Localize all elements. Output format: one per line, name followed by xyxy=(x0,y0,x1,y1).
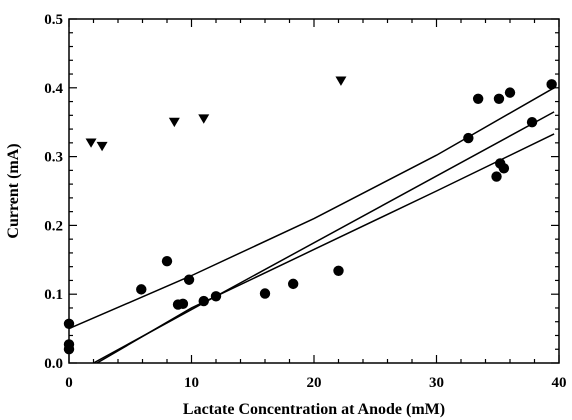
circle-marker xyxy=(546,79,557,90)
y-tick-label: 0.2 xyxy=(44,218,63,234)
x-axis-tick-labels: 0 10 20 30 40 xyxy=(65,375,566,391)
y-axis-tick-labels: 0.0 0.1 0.2 0.3 0.4 0.5 xyxy=(44,12,63,372)
circle-marker xyxy=(493,93,505,105)
triangle-marker xyxy=(85,138,97,148)
circle-marker xyxy=(504,87,516,98)
x-axis-title: Lactate Concentration at Anode (mM) xyxy=(183,401,445,418)
y-tick-label: 0.1 xyxy=(44,287,63,303)
circle-marker xyxy=(526,117,538,128)
data-markers xyxy=(63,76,557,355)
y-tick-label: 0.3 xyxy=(44,150,63,166)
circle-marker xyxy=(259,288,271,299)
fit-line-lower-confidence xyxy=(95,133,555,363)
axis-ticks xyxy=(68,18,560,364)
circle-marker xyxy=(287,278,299,290)
fit-lines xyxy=(69,87,555,363)
circle-marker xyxy=(198,295,209,307)
circle-marker xyxy=(63,344,75,355)
circle-marker xyxy=(177,298,189,310)
circle-marker xyxy=(463,132,474,144)
triangle-marker xyxy=(168,117,180,128)
x-tick-label: 20 xyxy=(307,375,322,391)
plot-frame xyxy=(68,18,560,364)
y-tick-label: 0.5 xyxy=(44,12,63,28)
x-tick-label: 30 xyxy=(429,375,444,391)
y-tick-label: 0.0 xyxy=(44,356,63,372)
circle-marker xyxy=(63,318,75,329)
circle-marker xyxy=(161,255,173,267)
triangle-marker xyxy=(198,114,210,124)
y-axis-title: Current (mA) xyxy=(5,143,22,238)
circle-marker xyxy=(183,274,195,285)
fit-line-upper-confidence xyxy=(69,87,555,330)
circle-marker xyxy=(491,171,502,182)
circle-marker xyxy=(498,163,510,174)
circle-marker xyxy=(333,265,344,277)
circle-marker xyxy=(210,291,222,302)
x-tick-label: 40 xyxy=(552,375,567,391)
x-tick-label: 10 xyxy=(184,375,199,391)
x-tick-label: 0 xyxy=(65,375,73,391)
y-tick-label: 0.4 xyxy=(44,81,63,97)
triangle-marker xyxy=(96,141,108,152)
circle-marker xyxy=(472,93,484,105)
circle-marker xyxy=(136,284,147,295)
triangle-marker xyxy=(335,76,347,86)
